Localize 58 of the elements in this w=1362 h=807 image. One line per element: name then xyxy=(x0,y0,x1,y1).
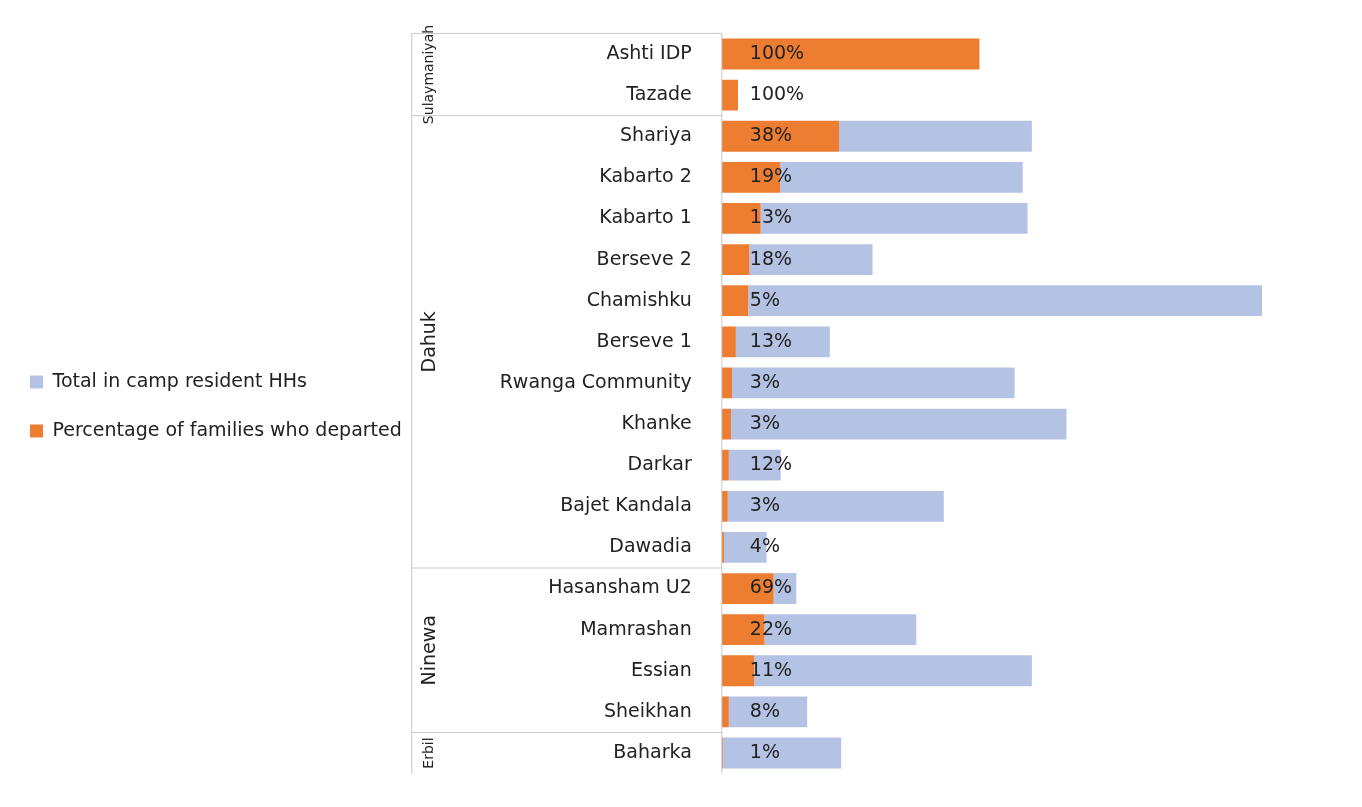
annotation: 5% xyxy=(749,287,780,310)
y-tick-label: Berseve 2 xyxy=(596,246,692,269)
bar xyxy=(721,367,733,399)
bar xyxy=(728,696,808,728)
y-tick-label: Rwanga Community xyxy=(499,369,692,392)
bar xyxy=(721,38,980,70)
bar xyxy=(839,120,1032,152)
y-tick-label: Essian xyxy=(631,657,692,680)
bar xyxy=(721,285,749,317)
text: Dahuk xyxy=(416,311,439,373)
annotation: 12% xyxy=(749,452,793,475)
bar xyxy=(727,490,944,522)
bar xyxy=(721,120,840,152)
y-tick-label: Tazade xyxy=(625,82,692,105)
annotation: 3% xyxy=(749,411,780,433)
legend-label: Total in camp resident HHs xyxy=(51,368,307,391)
y-tick-label: Bajet Kandala xyxy=(560,493,692,516)
y-tick-label: Khanke xyxy=(621,411,692,433)
annotation: 3% xyxy=(749,493,780,516)
annotation: 13% xyxy=(749,328,793,351)
bar xyxy=(721,449,729,481)
bar xyxy=(721,696,729,728)
y-tick-label: Sheikhan xyxy=(603,698,692,721)
bar xyxy=(721,79,738,111)
annotation: 3% xyxy=(749,369,780,392)
annotation: 100% xyxy=(749,82,805,105)
text: Sulaymaniyah xyxy=(420,24,437,125)
bar xyxy=(721,408,731,440)
y-tick-label: Kabarto 1 xyxy=(599,205,692,228)
bar xyxy=(721,326,736,358)
y-tick-label: Baharka xyxy=(613,739,692,762)
y-tick-label: Berseve 1 xyxy=(596,328,692,351)
bar xyxy=(721,244,750,275)
y-tick-label: Mamrashan xyxy=(580,616,692,639)
bar xyxy=(722,737,842,769)
annotation: 8% xyxy=(749,698,780,721)
annotation: 38% xyxy=(749,123,793,146)
y-tick-label: Hasansham U2 xyxy=(548,575,692,598)
annotation: 18% xyxy=(749,246,793,269)
y-tick-label: Dawadia xyxy=(609,534,692,557)
bar xyxy=(730,408,1067,440)
y-tick-label: Chamishku xyxy=(586,287,692,310)
y-tick-label: Ashti IDP xyxy=(606,40,692,63)
legend-label: Percentage of families who departed xyxy=(52,417,402,440)
y-tick-label: Kabarto 2 xyxy=(599,164,692,187)
bar xyxy=(732,367,1015,399)
bar xyxy=(749,244,873,275)
text: Ninewa xyxy=(416,615,439,686)
bar xyxy=(748,285,1262,317)
y-tick-label: Shariya xyxy=(620,123,692,146)
bar xyxy=(735,326,830,358)
text: Erbil xyxy=(420,737,437,769)
bar xyxy=(721,532,724,563)
y-tick-label: Darkar xyxy=(627,452,692,475)
annotation: 4% xyxy=(749,534,780,557)
annotation: 100% xyxy=(749,40,805,63)
annotation: 1% xyxy=(749,739,780,762)
bar xyxy=(721,490,728,522)
